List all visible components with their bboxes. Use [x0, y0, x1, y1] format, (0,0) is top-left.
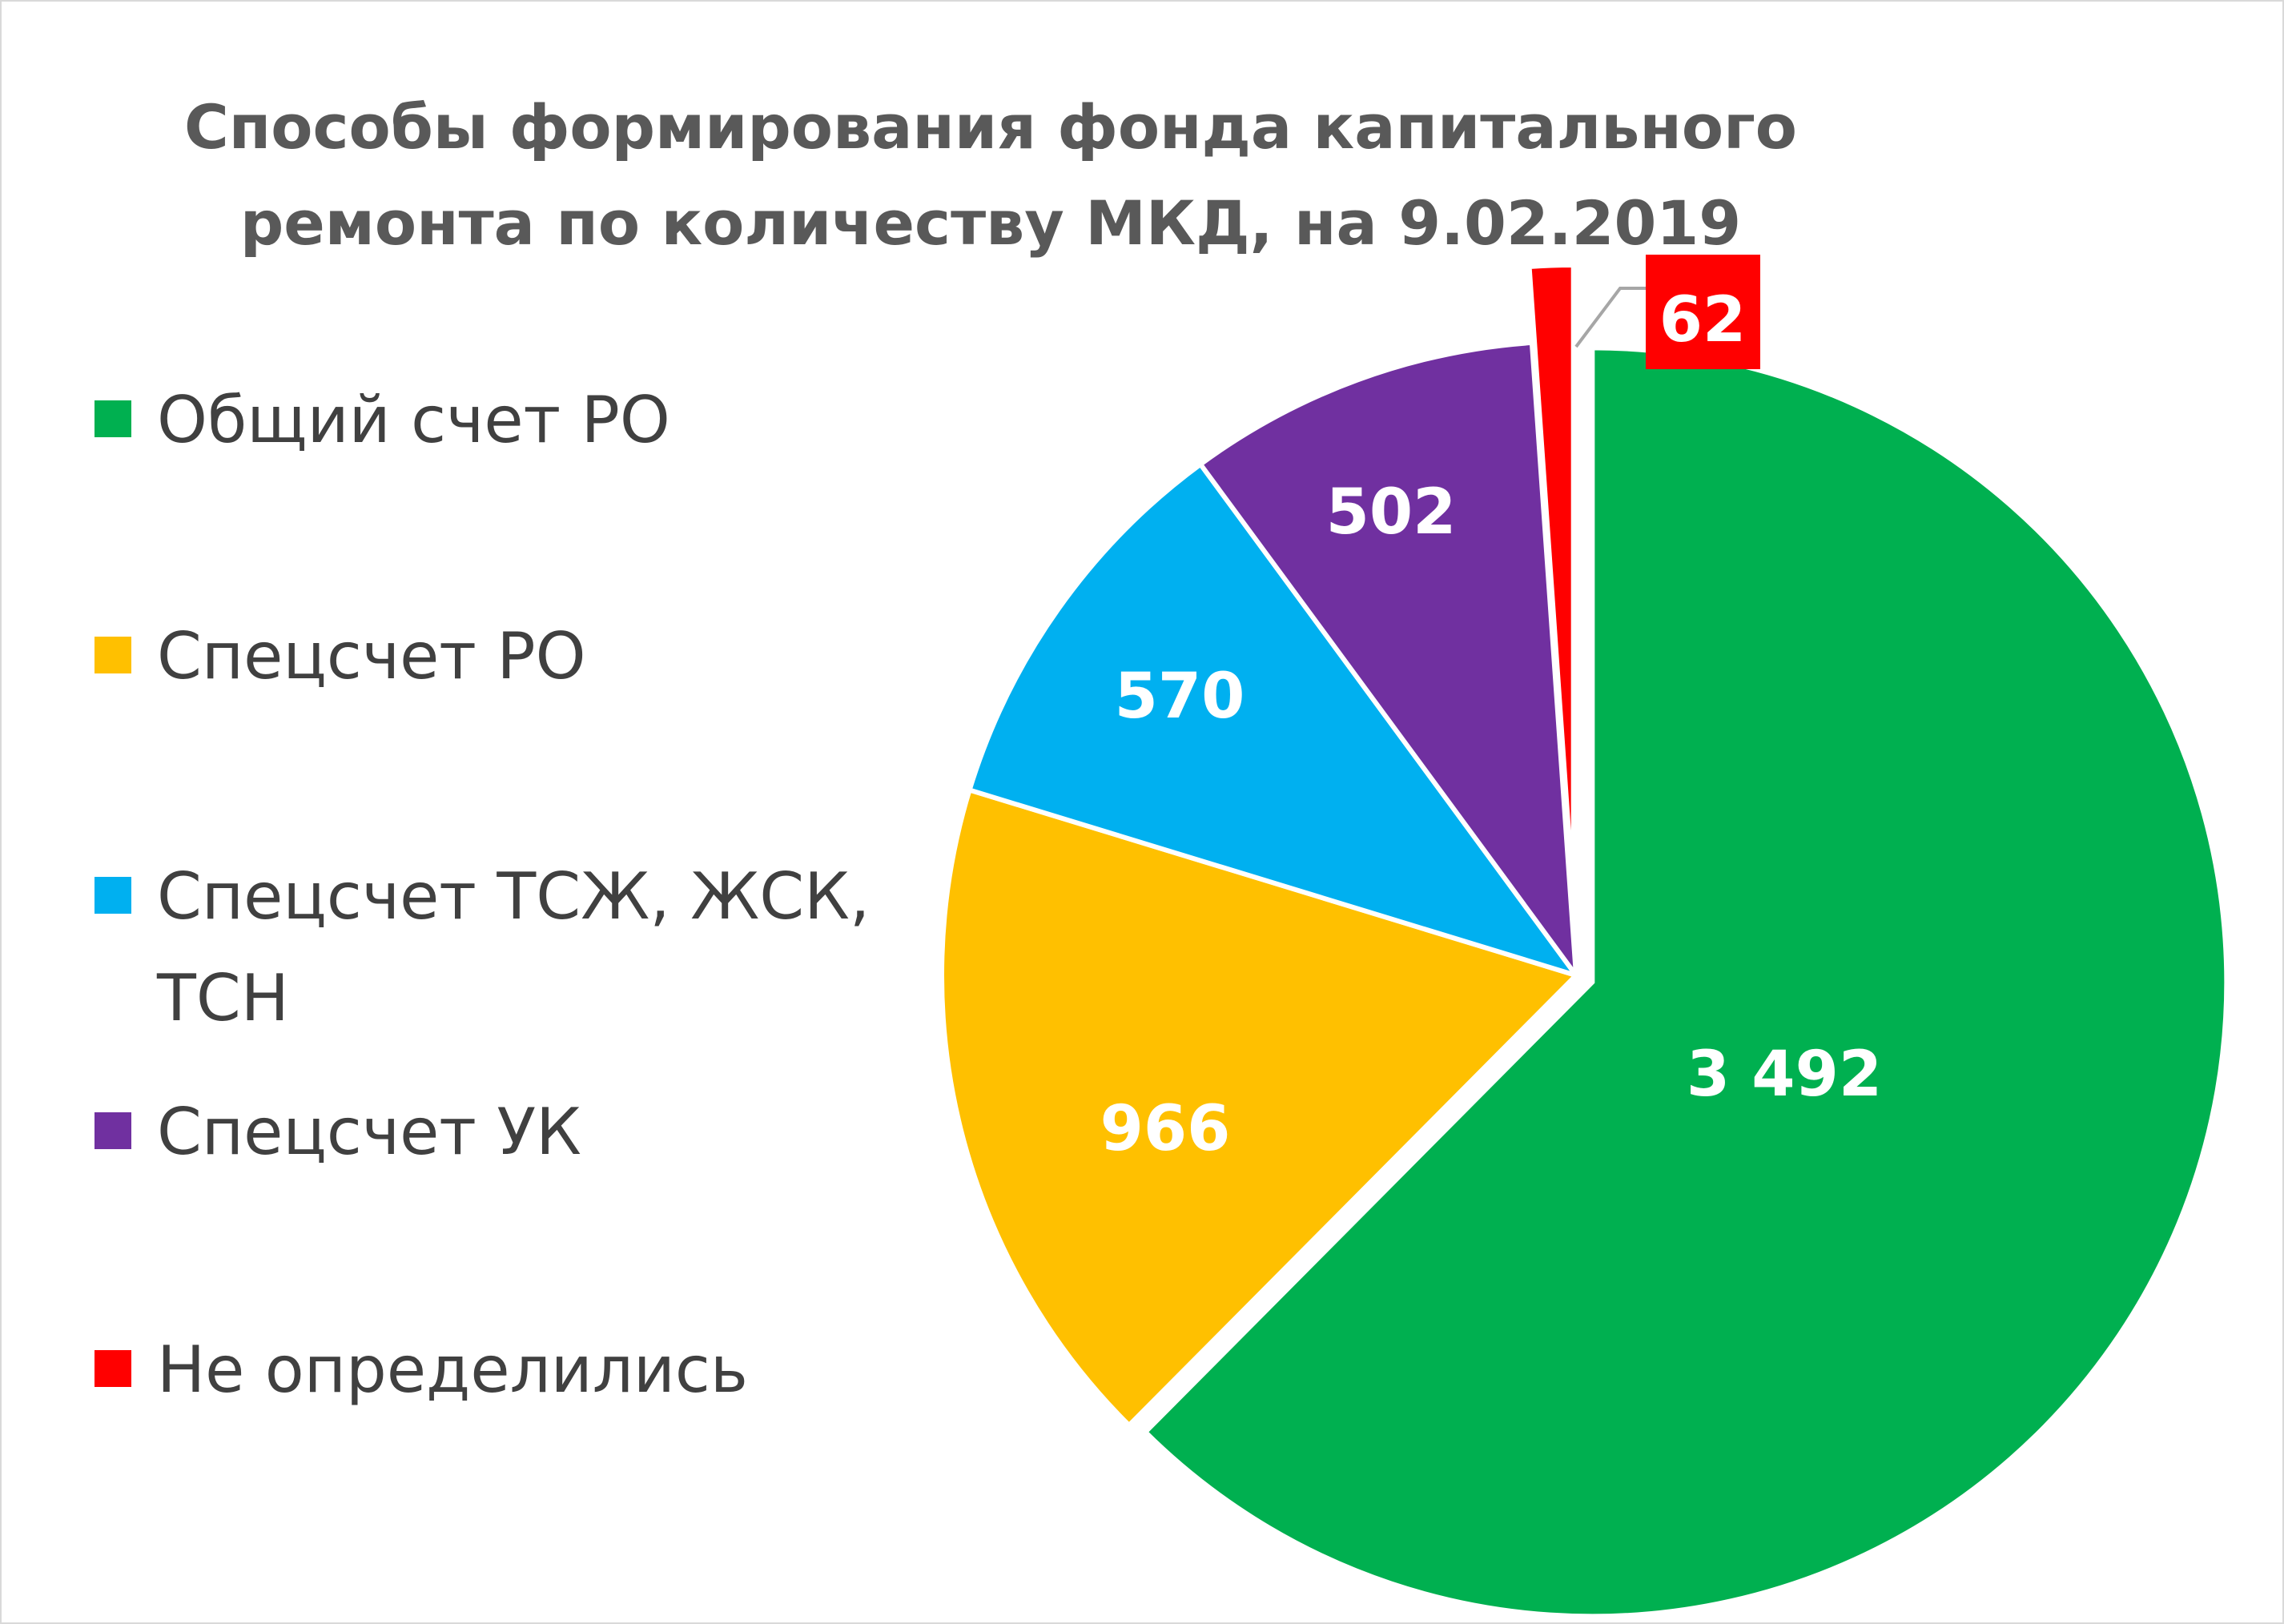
slice-0	[1141, 345, 2230, 1619]
legend-label-3: Спецсчет УК	[157, 1095, 581, 1169]
chart-title-line-2: ремонта по количеству МКД, на 9.02.2019	[240, 187, 1741, 259]
slice-3	[1196, 340, 1579, 984]
chart-title-line-1: Способы формирования фонда капитального	[184, 91, 1797, 163]
legend-swatch-3	[94, 1112, 131, 1149]
legend-swatch-2	[94, 877, 131, 914]
slice-2	[966, 460, 1582, 980]
legend-swatch-0	[94, 400, 131, 437]
slice-1	[939, 786, 1581, 1429]
legend-swatch-4	[94, 1350, 131, 1387]
data-label-3: 502	[1326, 476, 1457, 549]
leader-line	[1574, 287, 1646, 348]
legend-label-4: Не определились	[157, 1333, 748, 1407]
legend-swatch-1	[94, 637, 131, 673]
data-label-1: 966	[1100, 1093, 1231, 1165]
legend-label-2: ТСН	[156, 961, 289, 1035]
pie-slices	[939, 263, 2230, 1619]
slice-4	[1526, 263, 1576, 900]
legend-label-1: Спецсчет РО	[157, 619, 586, 693]
data-label-2: 570	[1115, 661, 1245, 733]
legend-label-0: Общий счет РО	[157, 383, 670, 457]
data-labels: 3 492 966 570 502 62	[1100, 255, 1882, 1165]
data-label-0: 3 492	[1687, 1039, 1882, 1111]
legend-label-2: Спецсчет ТСЖ, ЖСК,	[157, 859, 870, 934]
data-label-box	[1646, 255, 1760, 369]
legend: Общий счет РО Спецсчет РО Спецсчет ТСЖ, ЖС…	[94, 383, 870, 1407]
data-label-4: 62	[1659, 284, 1747, 356]
